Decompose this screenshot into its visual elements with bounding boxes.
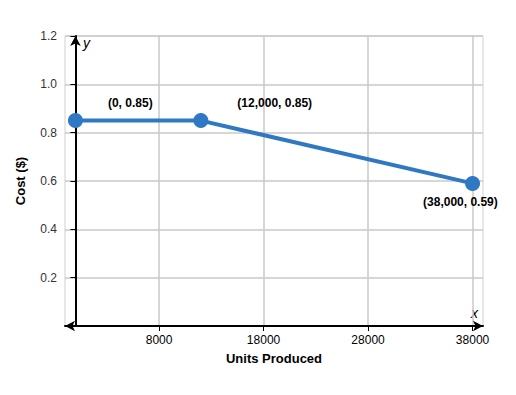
svg-text:(38,000, 0.59): (38,000, 0.59) [423,195,498,209]
svg-text:0.4: 0.4 [40,222,57,236]
svg-text:38000: 38000 [456,333,490,347]
svg-text:0.8: 0.8 [40,126,57,140]
svg-text:y: y [82,35,91,51]
svg-text:18000: 18000 [247,333,281,347]
svg-text:28000: 28000 [351,333,385,347]
svg-text:1.0: 1.0 [40,77,57,91]
svg-text:0.6: 0.6 [40,174,57,188]
svg-text:Units Produced: Units Produced [226,351,322,366]
svg-text:(12,000, 0.85): (12,000, 0.85) [237,96,312,110]
svg-text:Cost ($): Cost ($) [13,157,28,205]
svg-text:(0, 0.85): (0, 0.85) [108,96,153,110]
svg-text:0.2: 0.2 [40,271,57,285]
svg-text:8000: 8000 [146,333,173,347]
svg-text:x: x [470,305,479,321]
svg-text:1.2: 1.2 [40,29,57,43]
